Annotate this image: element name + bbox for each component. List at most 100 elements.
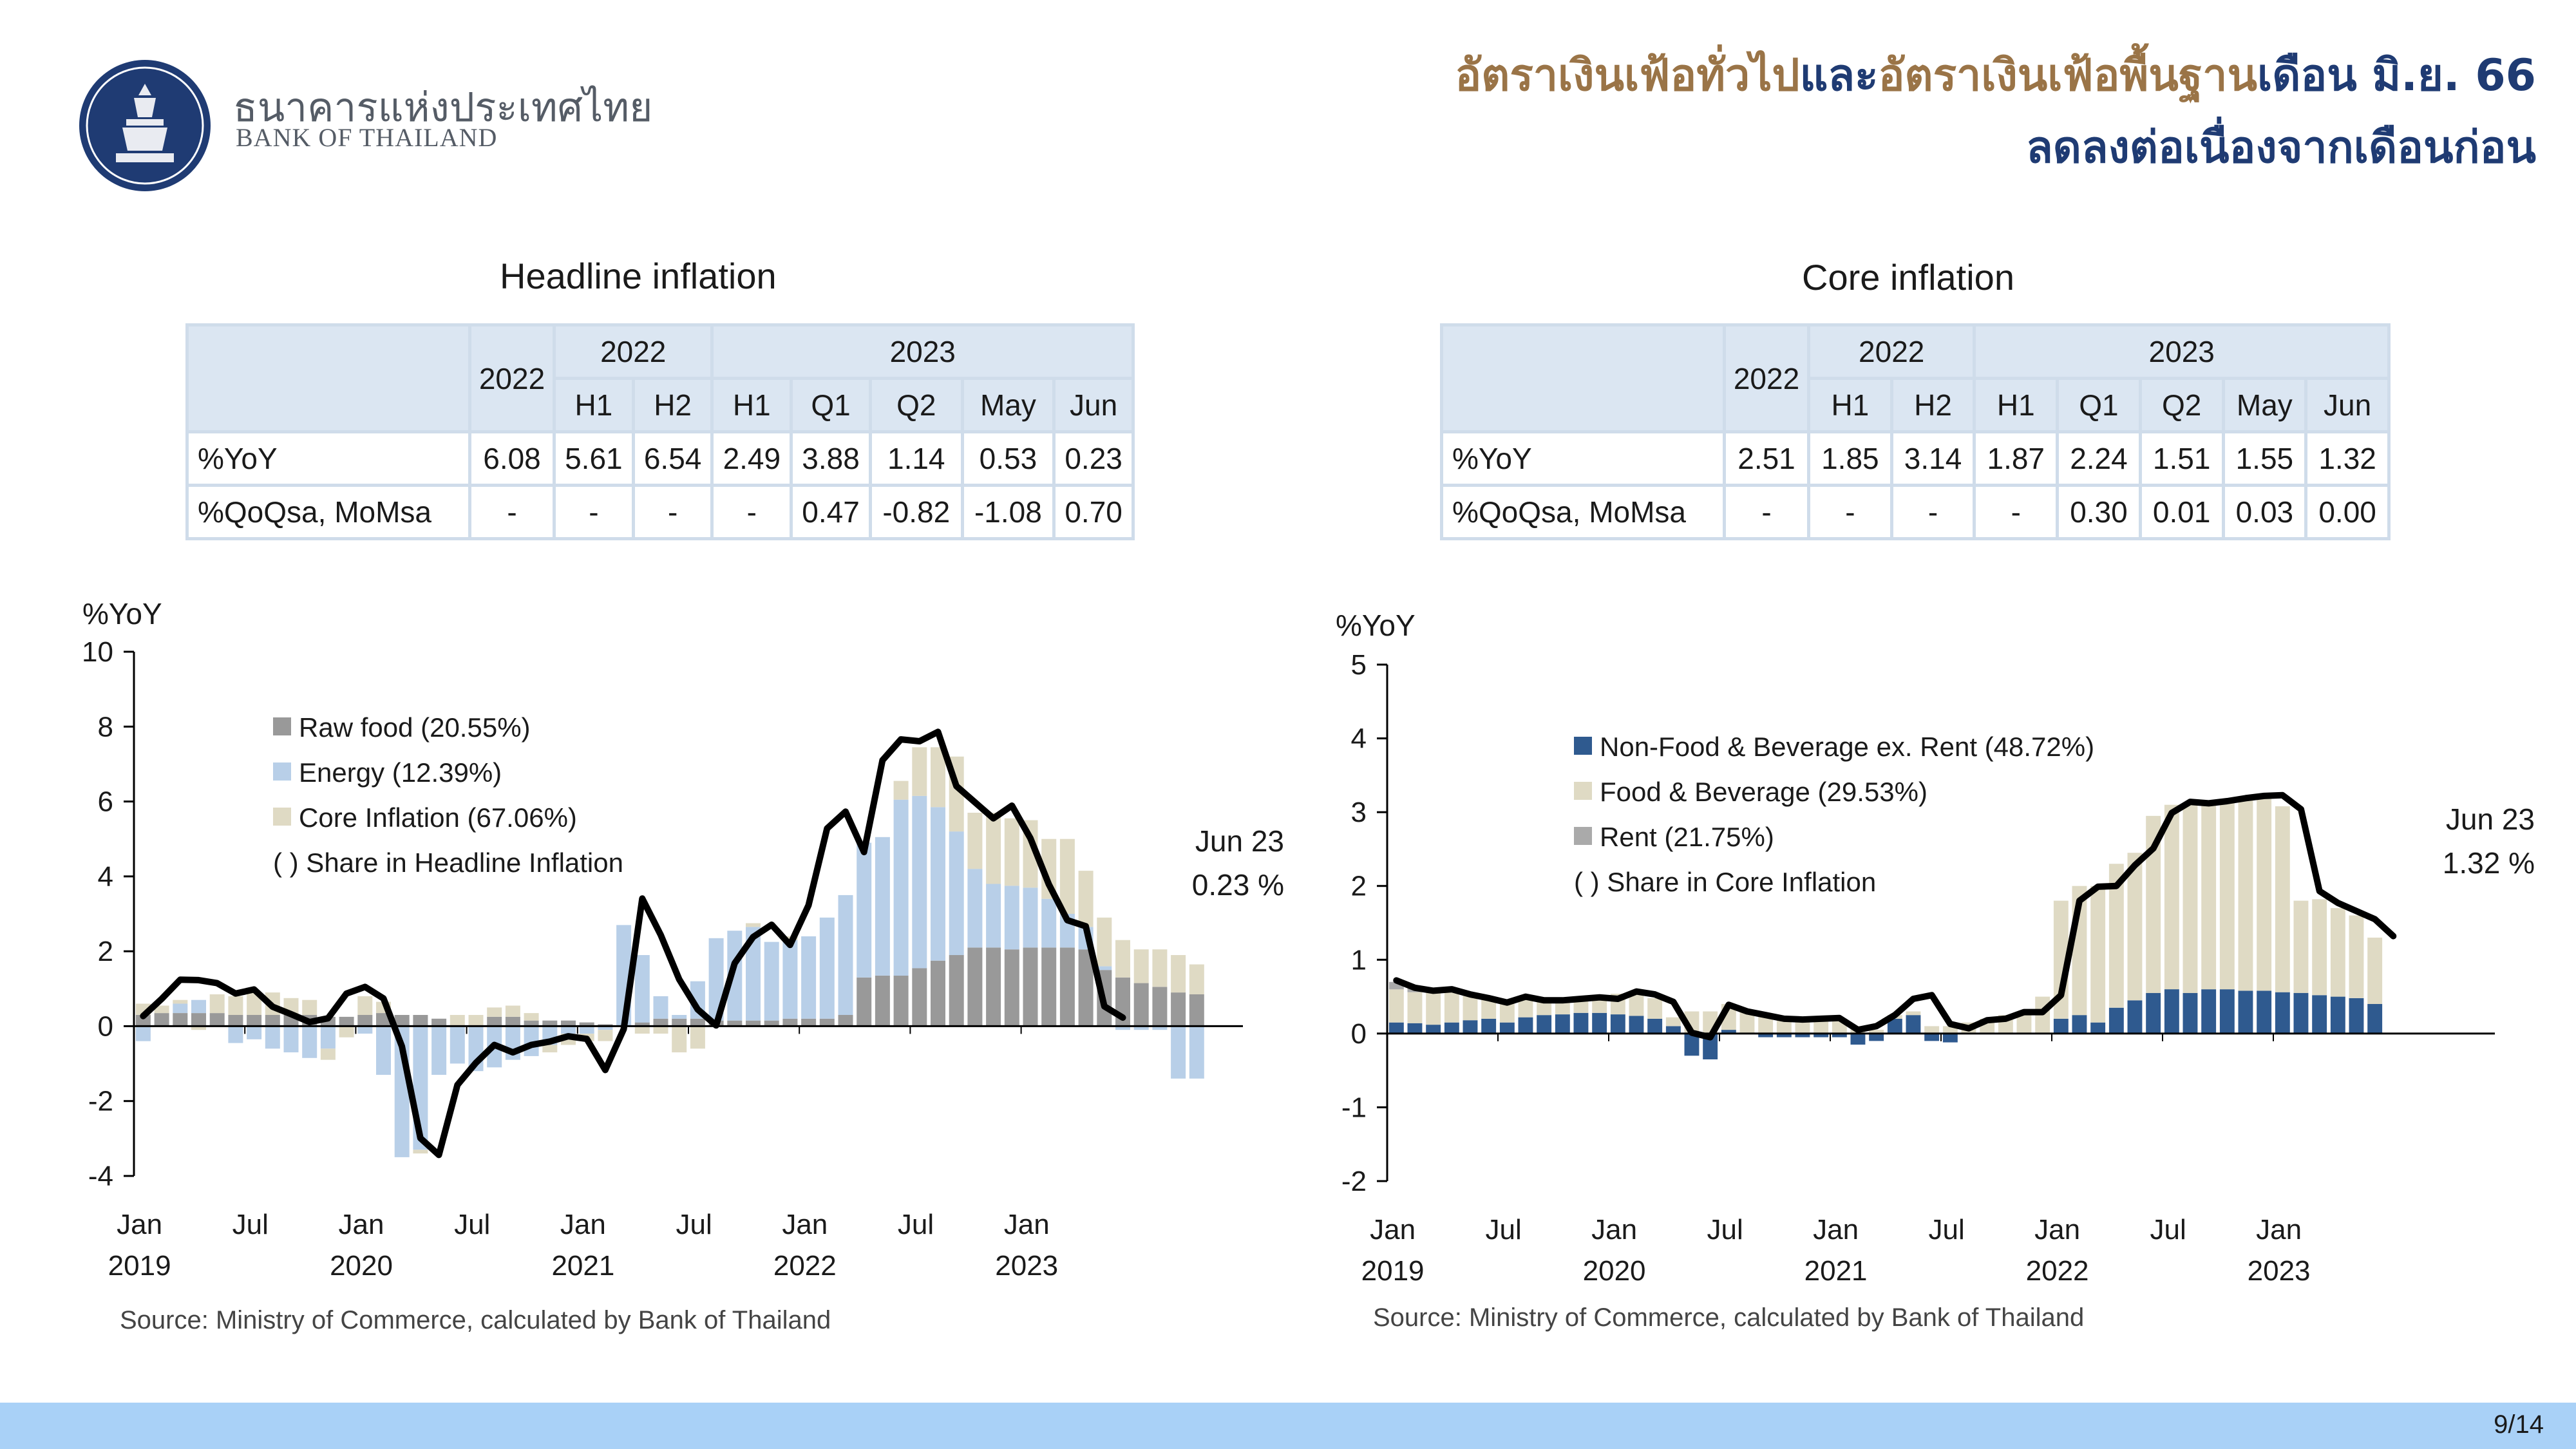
bar-segment-2 — [339, 1026, 354, 1037]
bar-segment-0 — [1189, 994, 1204, 1027]
x-tick-year-label: 2019 — [1361, 1255, 1425, 1287]
bar-segment-1 — [1942, 1026, 1958, 1034]
x-tick-label: Jan — [1370, 1214, 1416, 1245]
bar-segment-2 — [986, 813, 1001, 884]
bar-segment-1 — [819, 917, 835, 1019]
table-corner — [185, 323, 471, 433]
core-panel-title: Core inflation — [1802, 257, 2014, 298]
bar-segment-0 — [857, 977, 872, 1027]
bar-segment-2 — [1152, 949, 1168, 987]
bar-segment-0 — [1814, 1033, 1829, 1037]
core-summary-table: 2022 2022 2023 H1 H2 H1 Q1 Q2 May Jun %Y… — [1440, 323, 2391, 540]
x-tick-year-label: 2020 — [330, 1250, 393, 1282]
x-tick-year-label: 2020 — [1583, 1255, 1646, 1287]
legend-swatch — [1574, 827, 1592, 845]
table-cell: 0.53 — [960, 430, 1056, 487]
headline-panel-title: Headline inflation — [500, 256, 777, 296]
bar-segment-1 — [2275, 806, 2290, 992]
x-tick-label: Jul — [1485, 1214, 1521, 1245]
bar-segment-1 — [579, 1026, 594, 1034]
table-cell: - — [1723, 484, 1810, 540]
legend-label: Energy (12.39%) — [299, 757, 502, 788]
group-2023: 2023 — [710, 323, 1135, 380]
bar-segment-0 — [1832, 1033, 1847, 1037]
bar-segment-0 — [2275, 992, 2290, 1034]
bar-segment-0 — [1041, 947, 1057, 1027]
bar-segment-0 — [1721, 1030, 1736, 1034]
sub-header: H2 — [631, 377, 714, 433]
bar-segment-0 — [1518, 1017, 1533, 1034]
bar-segment-1 — [1776, 1018, 1792, 1034]
table-cell: -1.08 — [960, 484, 1056, 540]
headline-summary-table: 2022 2022 2023 H1 H2 H1 Q1 Q2 May Jun %Y… — [185, 323, 1135, 540]
bar-segment-2 — [357, 996, 373, 1015]
y-tick-label: 4 — [1351, 723, 1367, 755]
bar-segment-1 — [1133, 1026, 1149, 1030]
end-value-annotation: Jun 23 — [2446, 802, 2535, 836]
logo-thai-name: ธนาคารแห่งประเทศไทย — [233, 84, 653, 131]
bar-segment-1 — [2183, 804, 2198, 993]
title-core-part: อัตราเงินเฟ้อพื้นฐาน — [1878, 50, 2257, 101]
y-tick-label: 10 — [82, 636, 113, 668]
bar-segment-2 — [1059, 838, 1075, 914]
bar-segment-2 — [672, 1026, 687, 1053]
x-tick-label: Jul — [676, 1209, 712, 1240]
bar-segment-1 — [1407, 992, 1423, 1023]
logo-english-name: BANK OF THAILAND — [236, 123, 498, 152]
bar-segment-1 — [1924, 1026, 1940, 1034]
end-value-annotation: 1.32 % — [2443, 846, 2535, 880]
bar-segment-2 — [746, 923, 761, 927]
bar-segment-0 — [1610, 1014, 1625, 1034]
bar-segment-0 — [1684, 1033, 1700, 1056]
x-tick-year-label: 2021 — [551, 1250, 614, 1282]
table-cell: 1.51 — [2138, 430, 2225, 487]
y-tick-label: 2 — [98, 936, 113, 967]
legend-label: Rent (21.75%) — [1600, 822, 1774, 852]
table-cell: 1.85 — [1807, 430, 1893, 487]
table-cell: 1.87 — [1973, 430, 2060, 487]
row-label: %YoY — [185, 430, 471, 487]
y-tick-label: 5 — [1351, 649, 1367, 681]
bar-segment-1 — [634, 955, 650, 1023]
sub-header: H1 — [710, 377, 793, 433]
bar-segment-1 — [875, 837, 890, 976]
bar-segment-2 — [468, 1015, 484, 1027]
table-cell: 1.32 — [2304, 430, 2391, 487]
bar-segment-0 — [1592, 1012, 1607, 1034]
col-2022: 2022 — [468, 323, 556, 433]
bar-segment-1 — [283, 1026, 299, 1053]
bar-segment-1 — [2127, 853, 2143, 1001]
bar-segment-1 — [2108, 864, 2124, 1008]
y-tick-label: -4 — [88, 1160, 113, 1192]
bar-segment-1 — [2257, 799, 2272, 991]
bar-segment-0 — [1499, 1022, 1515, 1034]
bar-segment-0 — [1758, 1033, 1774, 1037]
bar-segment-0 — [1004, 949, 1019, 1027]
bar-segment-2 — [1133, 949, 1149, 983]
bar-segment-0 — [1924, 1033, 1940, 1041]
bar-segment-1 — [2219, 801, 2235, 990]
bar-segment-0 — [2146, 992, 2161, 1034]
row-label: %QoQsa, MoMsa — [185, 484, 471, 540]
bot-seal-logo — [79, 60, 211, 191]
bar-segment-2 — [653, 1026, 668, 1034]
bar-segment-1 — [1647, 998, 1663, 1019]
bar-segment-2 — [487, 1007, 502, 1017]
bar-segment-0 — [1850, 1033, 1866, 1045]
bar-segment-1 — [2349, 915, 2364, 998]
bar-segment-1 — [1906, 1011, 1921, 1016]
table-cell: 0.30 — [2056, 484, 2142, 540]
bar-segment-2 — [1097, 917, 1112, 967]
table-cell: 0.47 — [790, 484, 872, 540]
x-tick-year-label: 2023 — [995, 1250, 1058, 1282]
bar-segment-0 — [967, 947, 983, 1027]
title-line2: ลดลงต่อเนื่องจากเดือนก่อน — [2026, 122, 2536, 173]
bar-segment-2 — [524, 1013, 539, 1021]
bar-segment-1 — [561, 1026, 576, 1034]
bar-segment-1 — [949, 831, 964, 955]
bar-segment-1 — [1426, 991, 1441, 1025]
bar-segment-1 — [1097, 966, 1112, 971]
bar-segment-0 — [653, 1018, 668, 1027]
y-tick-label: -1 — [1341, 1092, 1367, 1123]
x-tick-label: Jan — [2034, 1214, 2080, 1245]
